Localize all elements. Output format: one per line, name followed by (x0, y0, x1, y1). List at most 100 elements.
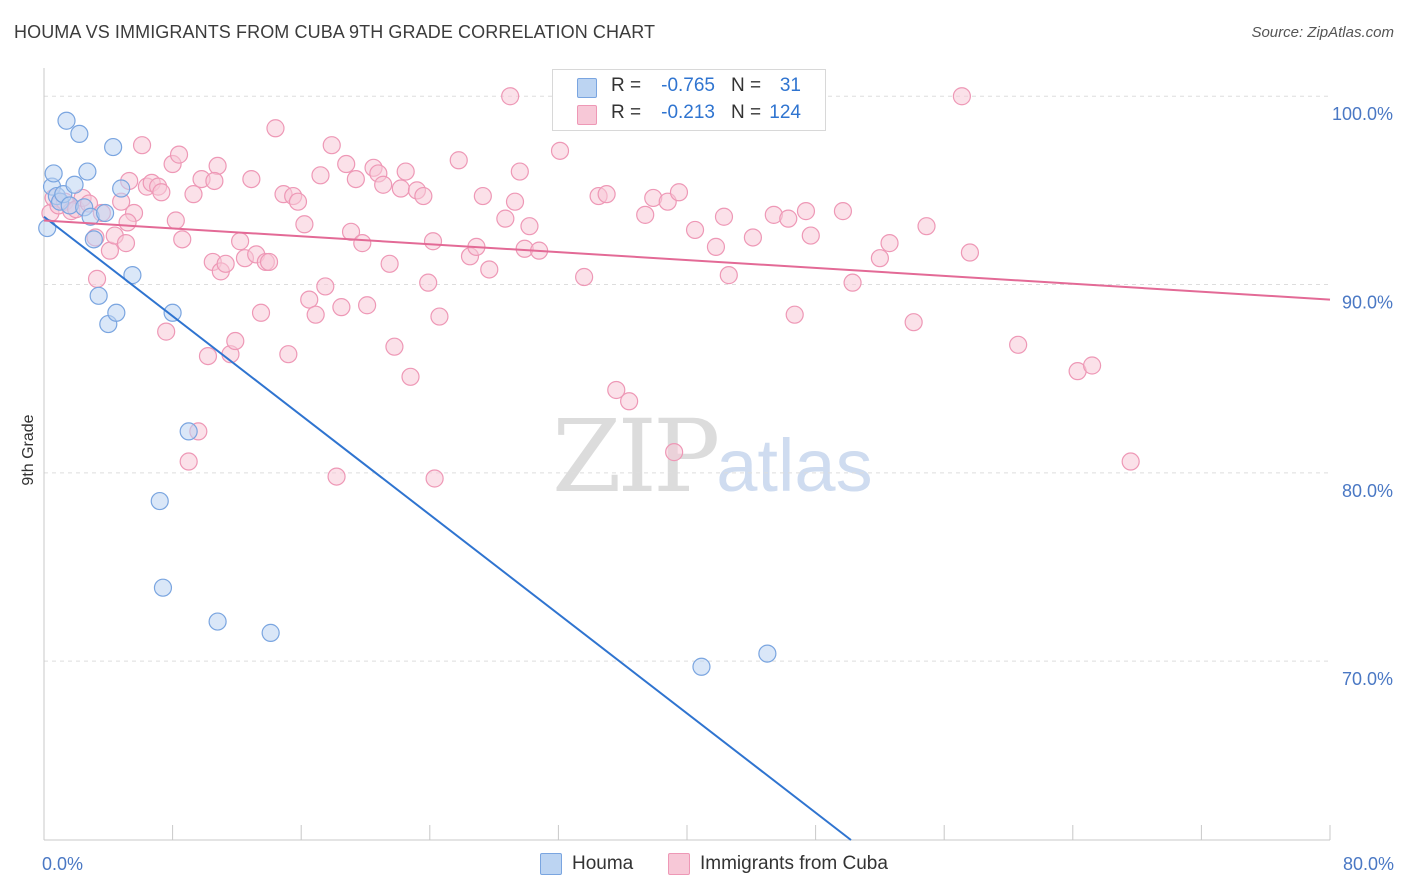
houma-point (261, 623, 280, 642)
cuba-point (665, 443, 684, 462)
cuba-point (259, 252, 279, 272)
cuba-point (242, 169, 261, 189)
chart-title: HOUMA VS IMMIGRANTS FROM CUBA 9TH GRADE … (14, 22, 656, 42)
legend-row-houma: R = -0.765 N = 31 (553, 74, 825, 100)
cuba-point (216, 254, 235, 273)
cuba-point (1082, 356, 1102, 375)
houma-point (89, 286, 108, 305)
houma-point (758, 644, 777, 663)
cuba-point (607, 380, 626, 400)
cuba-point (520, 217, 539, 236)
cuba-point (743, 228, 763, 247)
cuba-point (279, 345, 298, 364)
cuba-point (510, 162, 529, 181)
cuba-point (917, 217, 936, 236)
houma-point (70, 124, 89, 144)
grid-lines (44, 95, 1330, 662)
houma-legend-swatch (540, 853, 562, 875)
cuba-legend-swatch (668, 853, 690, 875)
cuba-trend-line (43, 219, 1331, 301)
houma-point (78, 162, 97, 181)
cuba-point (311, 166, 330, 185)
cuba-point (952, 87, 971, 106)
cuba-point (353, 234, 372, 253)
cuba-point (157, 322, 176, 341)
cuba-point (1009, 335, 1028, 354)
cuba-point (332, 298, 351, 317)
houma-point (163, 303, 182, 322)
houma-point (95, 203, 115, 223)
trend-lines (43, 215, 1331, 841)
y-axis-label: 9th Grade (20, 414, 37, 485)
cuba-point (473, 186, 492, 206)
cuba-point (198, 346, 218, 366)
cuba-point (385, 337, 404, 356)
houma-point (208, 612, 227, 631)
houma-point (65, 175, 84, 194)
cuba-point (205, 171, 224, 191)
y-tick-label: 90.0% (1342, 293, 1393, 313)
y-tick-label: 100.0% (1332, 104, 1393, 124)
r-value: -0.213 (661, 102, 715, 123)
cuba-point (208, 156, 227, 176)
cuba-point (380, 254, 399, 273)
watermark-atlas: atlas (716, 424, 873, 507)
cuba-point (166, 211, 185, 230)
cuba-point (833, 202, 853, 221)
houma-point (107, 303, 126, 322)
houma-point (692, 657, 711, 676)
cuba-point (575, 267, 594, 287)
cuba-point (306, 305, 325, 324)
cuba-point (843, 273, 862, 292)
cuba-point (300, 290, 319, 309)
cuba-point (316, 277, 335, 296)
cuba-point (288, 192, 308, 211)
cuba-swatch (577, 105, 597, 125)
cuba-point (496, 209, 515, 228)
n-label: N = (731, 102, 762, 123)
houma-point (104, 137, 123, 157)
r-label: R = (611, 102, 642, 123)
cuba-point (501, 87, 520, 106)
houma-point (123, 266, 142, 285)
houma-point (112, 179, 131, 198)
x-tick-label: 0.0% (42, 854, 83, 874)
houma-trend-line (43, 215, 852, 841)
houma-point (84, 230, 103, 249)
source-label: Source: ZipAtlas.com (1251, 24, 1394, 41)
cuba-point (1121, 452, 1140, 471)
cuba-point (870, 249, 890, 268)
cuba-point (449, 151, 468, 170)
cuba-point (801, 226, 820, 245)
houma-swatch (577, 78, 597, 98)
axes (43, 68, 1331, 841)
houma-point (38, 218, 57, 238)
cuba-point (116, 234, 136, 253)
cuba-point (374, 175, 393, 194)
watermark: ZIPatlas (552, 398, 873, 515)
cuba-point (880, 234, 899, 253)
cuba-point (960, 243, 980, 262)
houma-legend-label: Houma (572, 853, 634, 874)
cuba-point (266, 119, 285, 138)
cuba-point (597, 185, 616, 204)
cuba-point (337, 154, 356, 174)
n-value: 31 (779, 75, 801, 96)
cuba-point (295, 215, 314, 234)
cuba-point (401, 367, 420, 386)
cuba-point (685, 220, 705, 240)
houma-point (44, 164, 63, 183)
cuba-point (505, 192, 525, 211)
cuba-point (152, 183, 171, 202)
cuba-point (100, 241, 120, 260)
cuba-point (346, 169, 365, 189)
n-label: N = (731, 75, 762, 96)
houma-point (150, 491, 169, 511)
cuba-point (327, 467, 346, 486)
cuba-point (184, 185, 203, 204)
data-points (38, 87, 1140, 676)
cuba-point (669, 183, 689, 202)
houma-point (153, 578, 173, 597)
cuba-point (87, 269, 107, 288)
y-tick-label: 80.0% (1342, 481, 1393, 501)
